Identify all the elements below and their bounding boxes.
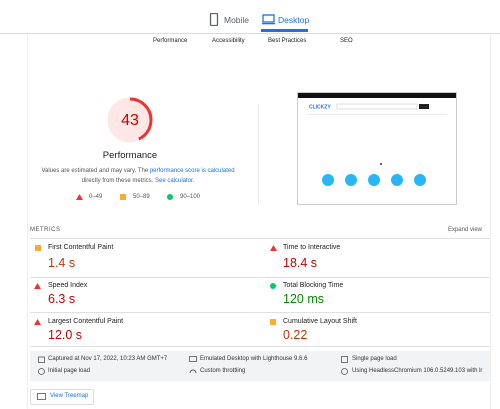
nav-link[interactable]: Accessibility [212, 38, 245, 44]
text: directly from these metrics. [81, 178, 155, 184]
divider [30, 312, 490, 313]
nav-link[interactable]: Performance [153, 38, 188, 44]
tab-indicator [261, 29, 308, 32]
link[interactable]: performance score is calculated [149, 168, 235, 174]
nav-link[interactable]: SEO [340, 38, 353, 44]
fail-icon [76, 194, 83, 200]
metric-label: Speed Index [48, 282, 88, 289]
metric-label: Largest Contentful Paint [48, 318, 124, 325]
tab[interactable]: Desktop [278, 15, 310, 25]
icon [38, 356, 45, 363]
metric-label: Total Blocking Time [283, 282, 344, 289]
fail-icon [270, 245, 277, 251]
metric-value: 0.22 [283, 328, 308, 342]
nav-link[interactable]: Best Practices [268, 38, 307, 44]
icon [189, 369, 197, 374]
gauge: 43 [107, 97, 153, 143]
legend-item: 90–100 [180, 194, 201, 200]
page-preview: CLICKZY [297, 92, 457, 205]
average-icon [270, 319, 276, 325]
setting: Single page load [352, 356, 397, 362]
metric-value: 120 ms [283, 292, 324, 306]
link[interactable]: See calculator. [155, 178, 195, 184]
score: 43 [121, 112, 139, 129]
mobile-icon [209, 13, 219, 26]
average-icon [35, 245, 41, 251]
icon [38, 368, 45, 375]
text: Values are estimated and may vary. The [41, 168, 150, 174]
divider [30, 277, 490, 278]
runtime-settings [30, 351, 490, 381]
legend-item: 0–49 [89, 194, 103, 200]
pass-icon [167, 194, 173, 200]
frame [27, 33, 28, 409]
divider [0, 33, 500, 34]
frame [490, 33, 491, 409]
pass-icon [270, 283, 276, 289]
metric-label: Time to Interactive [283, 244, 341, 251]
setting: Emulated Desktop with Lighthouse 9.6.6 [200, 356, 308, 362]
icon [341, 356, 348, 363]
metric-value: 1.4 s [48, 256, 76, 270]
metric-value: 18.4 s [283, 256, 318, 270]
expand-toggle[interactable]: Expand view [447, 227, 482, 233]
fail-icon [34, 319, 41, 325]
setting: Initial page load [48, 368, 91, 374]
icon [341, 368, 348, 375]
metric-value: 6.3 s [48, 292, 76, 306]
description: Values are estimated and may vary. The p… [30, 166, 246, 186]
metric-value: 12.0 s [48, 328, 83, 342]
metric-label: Cumulative Layout Shift [283, 318, 357, 325]
divider [258, 104, 259, 204]
score-label: Performance [102, 150, 158, 161]
treemap-button[interactable] [30, 389, 94, 405]
setting: Custom throttling [200, 368, 246, 374]
divider [30, 238, 490, 239]
tab[interactable]: Mobile [224, 15, 250, 25]
fail-icon [34, 283, 41, 289]
legend-item: 50–89 [133, 194, 150, 200]
gauge-arc [107, 97, 153, 143]
metric-label: First Contentful Paint [48, 244, 114, 251]
button-label: View Treemap [50, 393, 89, 399]
setting: Captured at Nov 17, 2022, 10:23 AM GMT+7 [48, 356, 168, 362]
section-title: METRICS [30, 227, 61, 233]
desktop-icon [262, 14, 275, 25]
average-icon [120, 194, 126, 200]
icon [37, 393, 46, 400]
icon [189, 356, 197, 362]
setting: Using HeadlessChromium 106.0.5249.103 wi… [352, 368, 483, 374]
preview-brand: CLICKZY [309, 104, 331, 110]
divider [30, 346, 490, 347]
